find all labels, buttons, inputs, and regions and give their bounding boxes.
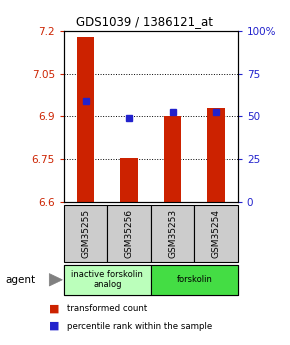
Text: percentile rank within the sample: percentile rank within the sample [67,322,212,331]
Text: GSM35256: GSM35256 [124,209,134,258]
Text: GSM35254: GSM35254 [211,209,221,258]
Text: inactive forskolin
analog: inactive forskolin analog [71,270,143,289]
Polygon shape [49,274,62,286]
Text: ■: ■ [49,304,60,314]
Text: GDS1039 / 1386121_at: GDS1039 / 1386121_at [77,16,213,29]
Text: agent: agent [6,275,36,285]
Bar [207,108,225,202]
Text: GSM35253: GSM35253 [168,209,177,258]
Text: ■: ■ [49,321,60,331]
Bar [77,37,94,202]
Bar [164,116,181,202]
Text: GSM35255: GSM35255 [81,209,90,258]
Text: transformed count: transformed count [67,304,147,313]
Text: forskolin: forskolin [176,275,212,284]
Bar [120,158,138,202]
